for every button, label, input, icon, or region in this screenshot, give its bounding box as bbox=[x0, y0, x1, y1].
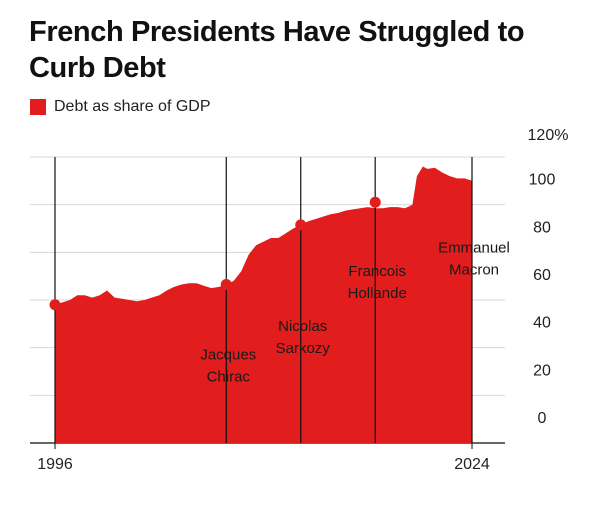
y-tick-label-100: 100 bbox=[529, 172, 556, 189]
y-tick-label-40: 40 bbox=[533, 315, 551, 332]
y-tick-label-80: 80 bbox=[533, 219, 551, 236]
legend-swatch bbox=[30, 99, 46, 115]
term-start-marker-3 bbox=[369, 196, 381, 208]
y-tick-label-120: 120% bbox=[528, 127, 569, 144]
y-tick-label-60: 60 bbox=[533, 267, 551, 284]
president-label-4-0: Emmanuel bbox=[438, 239, 510, 256]
term-start-marker-1 bbox=[220, 279, 232, 291]
legend: Debt as share of GDP bbox=[30, 98, 211, 116]
x-tick-label-2024: 2024 bbox=[454, 456, 490, 473]
president-label-1-0: Jacques bbox=[200, 347, 256, 364]
y-tick-label-20: 20 bbox=[533, 362, 551, 379]
term-start-marker-0 bbox=[49, 299, 61, 311]
debt-area bbox=[55, 166, 472, 443]
chart-title: French Presidents Have Struggled to Curb… bbox=[29, 16, 525, 84]
president-label-2-1: Sarkozy bbox=[276, 340, 331, 357]
president-label-3-0: Francois bbox=[348, 263, 406, 280]
president-label-3-1: Hollande bbox=[348, 285, 407, 302]
president-label-1-1: Chirac bbox=[207, 369, 251, 386]
president-label-4-1: Macron bbox=[449, 261, 499, 278]
legend-label: Debt as share of GDP bbox=[54, 98, 211, 115]
x-tick-label-1996: 1996 bbox=[37, 456, 73, 473]
y-tick-label-0: 0 bbox=[538, 410, 547, 427]
term-start-marker-2 bbox=[295, 219, 307, 231]
president-label-2-0: Nicolas bbox=[278, 318, 327, 335]
